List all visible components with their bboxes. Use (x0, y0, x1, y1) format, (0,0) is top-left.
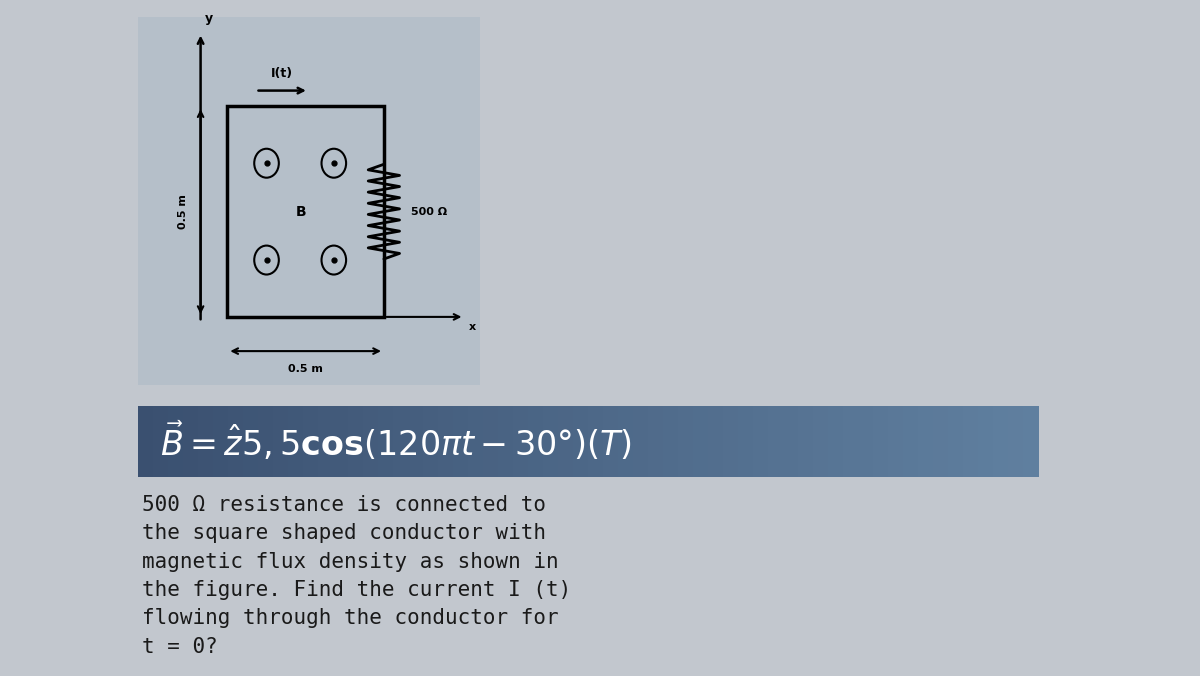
Bar (558, 406, 575, 477)
Bar (604, 406, 619, 477)
Bar (978, 406, 994, 477)
Text: I(t): I(t) (271, 67, 293, 80)
Bar (798, 406, 814, 477)
Bar (858, 406, 874, 477)
Text: 500 Ω: 500 Ω (410, 207, 446, 216)
Bar (964, 406, 979, 477)
Bar (364, 406, 379, 477)
Bar (888, 406, 905, 477)
Text: y: y (205, 11, 214, 25)
Text: $\vec{B} = \hat{z}5, 5\mathbf{cos}(120\pi t - 30°)(T)$: $\vec{B} = \hat{z}5, 5\mathbf{cos}(120\p… (160, 419, 631, 463)
Bar (662, 406, 679, 477)
Bar (438, 406, 454, 477)
Bar (154, 406, 169, 477)
Bar (318, 406, 334, 477)
Bar (542, 406, 559, 477)
Bar (948, 406, 965, 477)
Text: B: B (295, 205, 306, 218)
Bar (138, 406, 154, 477)
Text: flowing through the conductor for: flowing through the conductor for (142, 608, 558, 629)
Bar (138, 17, 480, 385)
Bar (182, 406, 199, 477)
Bar (258, 406, 275, 477)
Bar (514, 406, 529, 477)
Bar (424, 406, 439, 477)
Text: the square shaped conductor with: the square shaped conductor with (142, 523, 546, 544)
Bar (378, 406, 394, 477)
Text: t = 0?: t = 0? (142, 637, 217, 657)
Bar (498, 406, 515, 477)
Bar (214, 406, 229, 477)
Bar (588, 406, 604, 477)
Bar (678, 406, 695, 477)
Bar (708, 406, 725, 477)
Bar (618, 406, 634, 477)
Bar (648, 406, 665, 477)
Bar (228, 406, 245, 477)
Bar (902, 406, 919, 477)
Bar (1008, 406, 1025, 477)
Bar (288, 406, 305, 477)
Text: x: x (469, 322, 476, 332)
Bar (274, 406, 289, 477)
Bar (334, 406, 349, 477)
Bar (738, 406, 754, 477)
Bar (228, 106, 384, 317)
Bar (244, 406, 259, 477)
Text: the figure. Find the current I (t): the figure. Find the current I (t) (142, 580, 571, 600)
Bar (634, 406, 649, 477)
Bar (528, 406, 545, 477)
Bar (842, 406, 859, 477)
Text: 0.5 m: 0.5 m (288, 364, 323, 375)
Text: 500 Ω resistance is connected to: 500 Ω resistance is connected to (142, 495, 546, 515)
Bar (754, 406, 769, 477)
Bar (482, 406, 499, 477)
Bar (918, 406, 934, 477)
Bar (828, 406, 844, 477)
Bar (722, 406, 739, 477)
Bar (874, 406, 889, 477)
Bar (994, 406, 1009, 477)
Bar (394, 406, 409, 477)
Bar (934, 406, 949, 477)
Bar (574, 406, 589, 477)
Bar (408, 406, 425, 477)
Bar (468, 406, 485, 477)
Bar (454, 406, 469, 477)
Bar (694, 406, 709, 477)
Bar (168, 406, 185, 477)
Bar (784, 406, 799, 477)
Text: magnetic flux density as shown in: magnetic flux density as shown in (142, 552, 558, 572)
Text: 0.5 m: 0.5 m (178, 194, 187, 229)
Bar (1022, 406, 1039, 477)
Bar (768, 406, 785, 477)
Bar (302, 406, 319, 477)
Bar (348, 406, 365, 477)
Bar (814, 406, 829, 477)
Bar (198, 406, 215, 477)
